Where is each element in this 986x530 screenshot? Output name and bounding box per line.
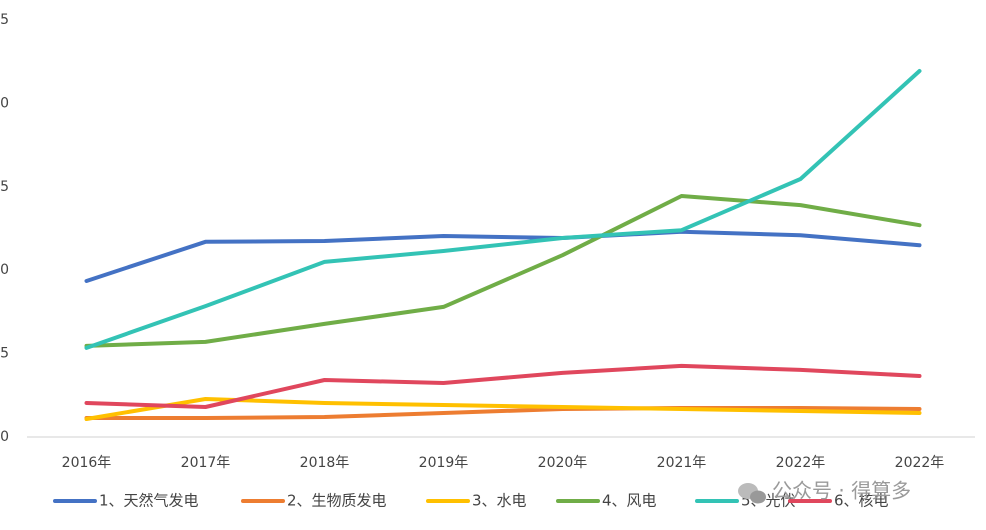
- y-tick-label: 5: [0, 179, 9, 195]
- x-tick-label: 2017年: [181, 455, 231, 471]
- y-tick-label: 5: [0, 12, 9, 28]
- legend-label: 2、生物质发电: [287, 492, 387, 510]
- y-tick-label: 0: [0, 262, 9, 278]
- series-line: [84, 406, 922, 420]
- x-tick-label: 2022年: [776, 455, 826, 471]
- x-tick-label: 2022年: [895, 455, 945, 471]
- y-tick-label: 0: [0, 95, 9, 111]
- x-tick-label: 2019年: [419, 455, 469, 471]
- y-tick-label: 0: [0, 429, 9, 445]
- x-tick-label: 2016年: [62, 455, 112, 471]
- series-line: [84, 397, 922, 421]
- legend-label: 1、天然气发电: [99, 492, 199, 510]
- x-tick-label: 2021年: [657, 455, 707, 471]
- series-line: [84, 69, 922, 350]
- series-line: [84, 363, 922, 409]
- watermark-icon: [750, 490, 766, 504]
- legend-label: 3、水电: [472, 492, 527, 510]
- legend-label: 6、核电: [834, 492, 889, 510]
- y-tick-label: 5: [0, 346, 9, 362]
- plot: 0 5 0 5 0 5 2016年 2017年 2018年 2019年 2020年 2021年 2022…: [0, 12, 975, 510]
- watermark-text: 公众号 · 得算多: [772, 479, 911, 503]
- series-line: [84, 194, 922, 348]
- x-tick-label: 2020年: [538, 455, 588, 471]
- watermark: 公众号 · 得算多: [738, 479, 911, 504]
- x-tick-label: 2018年: [300, 455, 350, 471]
- series-line: [84, 229, 922, 283]
- legend-label: 4、风电: [602, 492, 657, 510]
